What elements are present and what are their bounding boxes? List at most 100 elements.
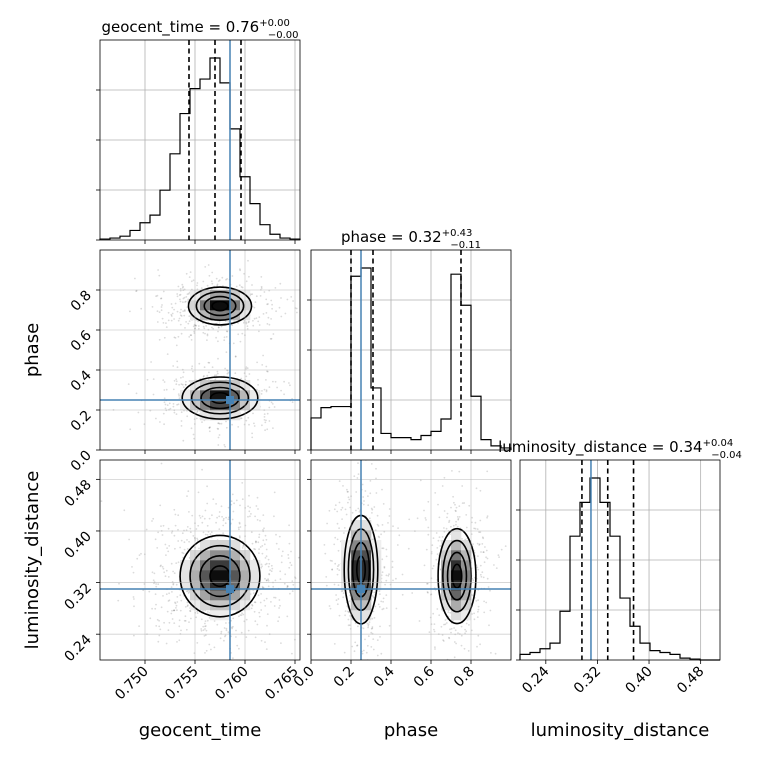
sample-point (261, 585, 264, 588)
sample-point (261, 364, 264, 366)
sample-point (208, 426, 211, 429)
sample-point (204, 266, 207, 268)
sample-point (210, 280, 213, 283)
sample-point (180, 315, 183, 317)
sample-point (173, 411, 176, 414)
sample-point (217, 422, 220, 425)
sample-point (278, 616, 281, 619)
sample-point (446, 512, 449, 515)
y-tick-label: 0.4 (68, 367, 95, 394)
sample-point (313, 411, 315, 413)
sample-point (185, 296, 188, 298)
density-cell (351, 540, 362, 551)
sample-point (164, 407, 167, 410)
sample-point (218, 511, 221, 513)
sample-point (369, 492, 372, 495)
sample-point (155, 583, 158, 585)
sample-point (383, 565, 386, 568)
sample-point (477, 608, 480, 611)
sample-point (336, 538, 339, 541)
sample-point (373, 506, 376, 508)
sample-point (457, 518, 460, 521)
panel-title-phase: phase = 0.32+0.43 −0.11 (341, 228, 481, 251)
sample-point (273, 406, 276, 408)
sample-point (219, 637, 222, 640)
sample-point (232, 625, 234, 628)
sample-point (324, 552, 327, 555)
sample-point (448, 636, 450, 639)
sample-point (290, 550, 292, 553)
sample-point (454, 503, 456, 506)
sample-point (371, 626, 374, 628)
sample-point (238, 647, 240, 650)
sample-point (260, 563, 263, 566)
sample-point (207, 611, 209, 613)
sample-point (495, 567, 498, 569)
contour-line (190, 381, 250, 415)
sample-point (266, 370, 268, 373)
sample-point (449, 611, 452, 614)
sample-point (458, 470, 461, 473)
panel-frame (310, 459, 512, 661)
sample-point (373, 617, 376, 619)
y-axis-label-phase: phase (22, 323, 43, 377)
sample-point (363, 689, 365, 691)
sample-point (247, 416, 250, 419)
sample-point (200, 287, 203, 289)
sample-point (380, 600, 383, 603)
sample-point (443, 510, 446, 512)
sample-point (157, 583, 160, 586)
sample-point (478, 531, 480, 533)
title-err-minus: −0.11 (450, 240, 481, 251)
sample-point (206, 485, 209, 488)
sample-point (432, 537, 435, 539)
sample-point (165, 388, 168, 391)
sample-point (204, 652, 206, 654)
sample-point (165, 326, 168, 328)
sample-point (238, 284, 241, 287)
sample-point (178, 317, 181, 320)
sample-point (444, 619, 447, 621)
y-tick-label: 0.0 (68, 448, 95, 475)
density-cell (250, 560, 261, 571)
sample-point (183, 548, 186, 551)
x-tick-label: 0.48 (674, 664, 707, 697)
sample-point (280, 315, 283, 318)
sample-point (218, 528, 221, 530)
sample-point (477, 634, 480, 637)
sample-point (238, 528, 240, 531)
sample-point (223, 639, 225, 642)
sample-point (325, 584, 328, 587)
sample-point (160, 462, 163, 465)
sample-point (367, 626, 369, 629)
sample-point (262, 529, 264, 531)
density-cell (441, 590, 452, 601)
sample-point (183, 541, 186, 544)
sample-point (461, 538, 463, 540)
sample-point (381, 547, 384, 550)
sample-point (442, 640, 445, 642)
sample-point (152, 393, 155, 396)
sample-point (347, 624, 350, 627)
sample-point (397, 527, 399, 529)
sample-point (168, 592, 171, 595)
sample-point (497, 554, 500, 557)
sample-point (203, 635, 206, 637)
sample-point (180, 420, 183, 422)
sample-point (154, 538, 157, 541)
sample-point (172, 582, 175, 585)
sample-point (205, 649, 208, 652)
sample-point (179, 287, 182, 290)
sample-point (154, 607, 157, 610)
density-cell (220, 290, 231, 301)
sample-point (180, 411, 183, 414)
sample-point (367, 495, 369, 497)
sample-point (438, 614, 441, 617)
sample-point (435, 532, 438, 534)
sample-point (203, 517, 206, 520)
sample-point (383, 396, 385, 398)
sample-point (443, 623, 445, 626)
sample-point (183, 296, 186, 299)
sample-point (127, 383, 130, 385)
sample-point (224, 367, 227, 370)
